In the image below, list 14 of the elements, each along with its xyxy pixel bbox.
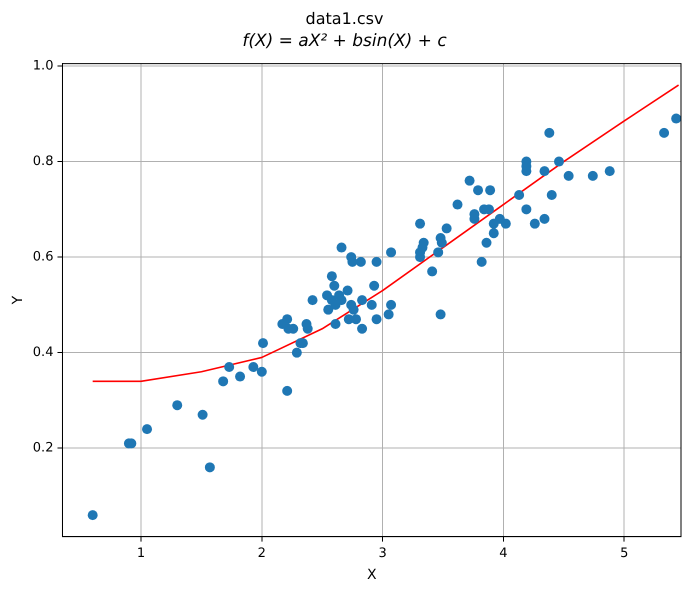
y-tick-label: 0.6	[32, 249, 54, 264]
x-tick-label: 1	[136, 546, 146, 561]
x-axis-title: X	[366, 567, 377, 584]
y-axis-title: Y	[10, 295, 26, 306]
chart-subtitle: f(X) = aX² + bsin(X) + c	[242, 30, 448, 51]
x-tick-label: 4	[499, 546, 508, 561]
y-tick-label: 0.2	[32, 440, 54, 456]
x-tick-label: 5	[620, 546, 628, 561]
y-tick-label: 0.8	[32, 154, 54, 169]
chart-title: data1.csv	[306, 8, 384, 28]
x-tick-label: 2	[258, 546, 266, 561]
x-tick-label: 3	[378, 546, 387, 561]
y-tick-label: 0.4	[32, 345, 54, 360]
y-tick-label: 1.0	[32, 58, 54, 74]
